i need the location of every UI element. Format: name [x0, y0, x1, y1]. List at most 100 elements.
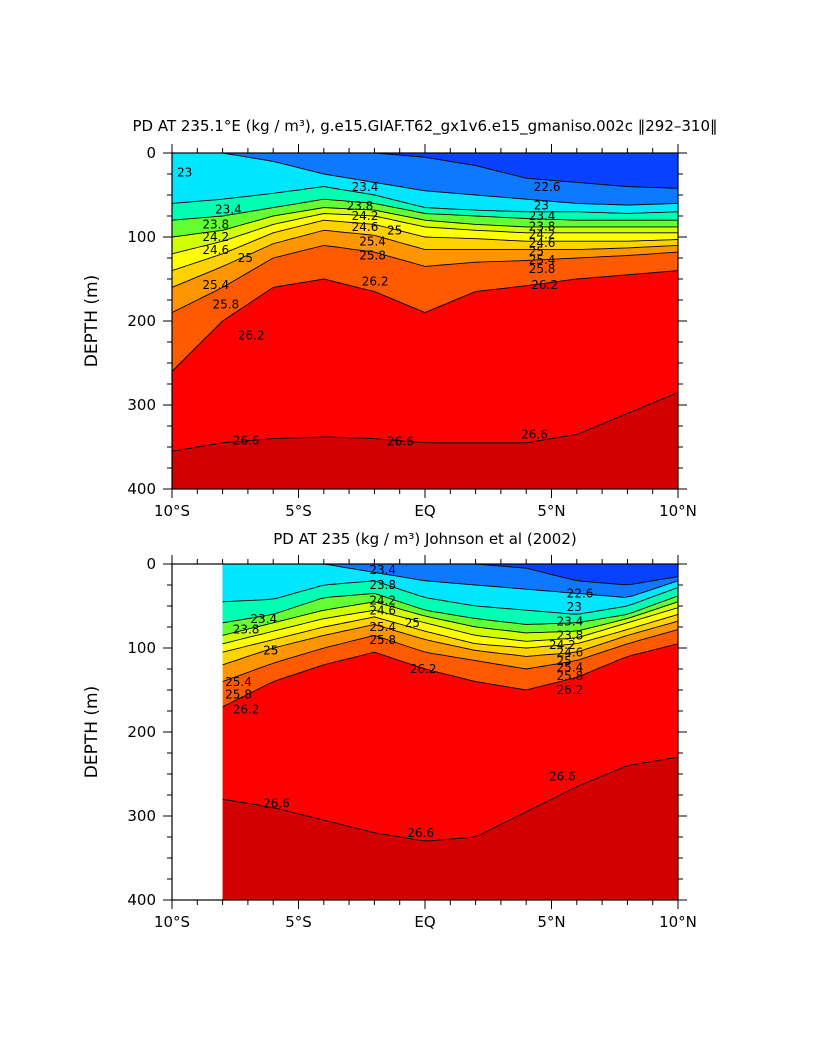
- contour-label: 24.6: [369, 603, 396, 617]
- contour-line-25.8: [222, 629, 678, 683]
- contour-label: 25.4: [369, 620, 396, 634]
- contour-label: 25.4: [202, 278, 229, 292]
- contour-label: 23.4: [250, 612, 277, 626]
- contour-line-25.0: [172, 219, 678, 272]
- contour-label: 23.8: [233, 623, 260, 637]
- x-tick-label: EQ: [414, 502, 435, 520]
- contour-line-22.6: [222, 564, 678, 586]
- y-tick-label: 300: [127, 396, 156, 414]
- y-tick-label: 200: [127, 723, 156, 741]
- contour-label: 24.2: [202, 230, 229, 244]
- y-tick-label: 400: [127, 480, 156, 498]
- contour-label: 24.6: [352, 220, 379, 234]
- x-tick-label: 5°N: [537, 913, 565, 931]
- contour-label: 26.2: [410, 662, 437, 676]
- contour-label: 23.4: [215, 202, 242, 216]
- contour-label: 25.8: [557, 669, 584, 683]
- chart-title: PD AT 235.1°E (kg / m³), g.e15.GIAF.T62_…: [132, 117, 717, 136]
- contour-label: 24.2: [369, 593, 396, 607]
- panel-top: 2323.423.824.224.62525.425.826.223.423.8…: [82, 117, 718, 520]
- contour-label: 26.2: [557, 683, 584, 697]
- y-axis-label: DEPTH (m): [82, 686, 102, 778]
- contour-label: 23.4: [529, 209, 556, 223]
- contour-label: 24.2: [549, 638, 576, 652]
- x-tick-label: EQ: [414, 913, 435, 931]
- y-tick-label: 100: [127, 228, 156, 246]
- contour-label: 25: [387, 223, 402, 237]
- x-tick-label: 10°S: [154, 913, 190, 931]
- contour-line-25.0: [222, 613, 678, 653]
- x-tick-label: 10°N: [659, 913, 697, 931]
- contour-line-23.4: [172, 186, 678, 214]
- y-tick-label: 0: [146, 144, 156, 162]
- contour-label: 25.4: [225, 675, 252, 689]
- contour-line-26.2: [172, 270, 678, 372]
- contour-field: [222, 564, 678, 900]
- contour-label: 25.8: [212, 297, 239, 311]
- contour-line-24.6: [172, 213, 678, 255]
- contour-label: 23.4: [352, 180, 379, 194]
- contour-line-23.0: [172, 153, 678, 206]
- contour-label: 25: [238, 251, 253, 265]
- contour-label: 24.2: [529, 228, 556, 242]
- contour-label: 26.6: [549, 770, 576, 784]
- contour-line-26.6: [172, 391, 678, 452]
- contour-line-24.2: [222, 601, 678, 636]
- contour-line-26.6: [222, 756, 678, 842]
- contour-label: 26.2: [362, 275, 389, 289]
- x-tick-label: 5°S: [285, 913, 312, 931]
- contour-label: 26.2: [531, 278, 558, 292]
- contour-label: 25.8: [369, 633, 396, 647]
- x-tick-label: 10°N: [659, 502, 697, 520]
- contour-label: 25: [557, 654, 572, 668]
- contour-line-22.6: [172, 153, 678, 189]
- contour-label: 23.4: [557, 614, 584, 628]
- contour-line-25.4: [222, 620, 678, 666]
- chart-title: PD AT 235 (kg / m³) Johnson et al (2002): [273, 530, 576, 548]
- contour-label: 25: [263, 644, 278, 658]
- band-below-26.6: [172, 392, 678, 489]
- contour-label: 25.4: [359, 234, 386, 248]
- y-tick-label: 0: [146, 555, 156, 573]
- contour-label: 22.6: [534, 180, 561, 194]
- band-below-26.2: [172, 270, 678, 489]
- y-axis-label: DEPTH (m): [82, 275, 102, 367]
- contour-label: 23.8: [202, 218, 229, 232]
- contour-label: 23.4: [369, 563, 396, 577]
- contour-label: 25.8: [225, 687, 252, 701]
- contour-line-25.4: [172, 229, 678, 288]
- band-above-23.0: [222, 564, 678, 598]
- contour-label: 24.2: [352, 209, 379, 223]
- contour-line-23.4: [222, 580, 678, 615]
- contour-line-26.2: [222, 643, 678, 708]
- contour-line-23.8: [222, 592, 678, 625]
- contour-label: 25.8: [359, 249, 386, 263]
- contour-label: 25: [529, 244, 544, 258]
- contour-label: 24.6: [529, 236, 556, 250]
- contour-label: 26.6: [521, 428, 548, 442]
- contour-label: 25: [405, 616, 420, 630]
- contour-field: [172, 153, 678, 489]
- contour-line-24.2: [172, 207, 678, 238]
- contour-label: 25.4: [557, 661, 584, 675]
- contour-label: 22.6: [567, 587, 594, 601]
- panel-bottom: 23.823.42525.425.826.223.423.824.224.625…: [82, 530, 697, 931]
- contour-label: 23: [567, 600, 582, 614]
- contour-line-23.0: [222, 564, 678, 598]
- contour-label: 23: [534, 198, 549, 212]
- contour-label: 23.8: [557, 629, 584, 643]
- contour-label: 23.8: [347, 199, 374, 213]
- y-tick-label: 400: [127, 891, 156, 909]
- contour-label: 26.2: [238, 328, 265, 342]
- y-tick-label: 200: [127, 312, 156, 330]
- contour-label: 25.4: [529, 253, 556, 267]
- contour-label: 25.8: [529, 262, 556, 276]
- contour-label: 26.6: [233, 433, 260, 447]
- x-tick-label: 5°N: [537, 502, 565, 520]
- contour-label: 26.2: [233, 703, 260, 717]
- x-tick-label: 10°S: [154, 502, 190, 520]
- contour-label: 24.6: [202, 243, 229, 257]
- band-above-23.0: [172, 153, 678, 206]
- contour-line-25.8: [172, 244, 678, 314]
